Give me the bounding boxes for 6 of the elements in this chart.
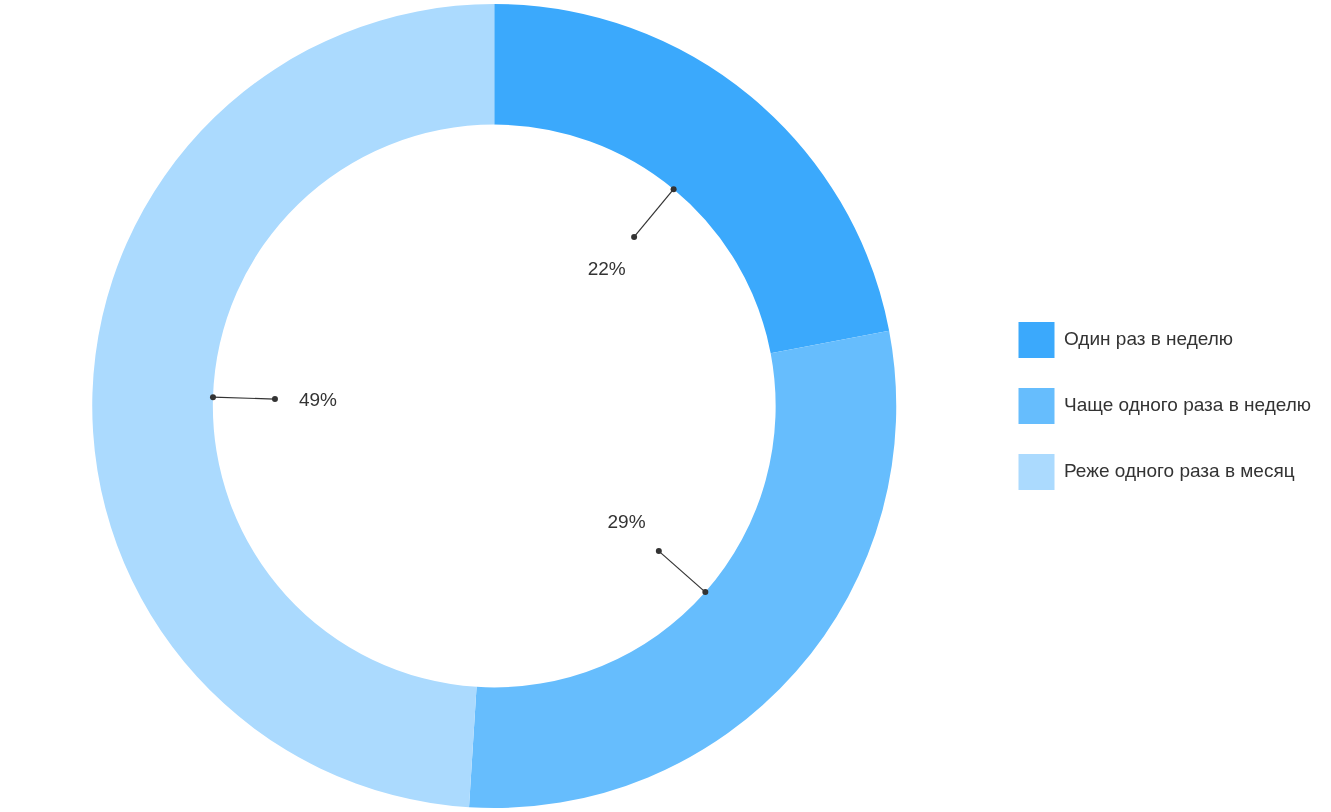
legend-label: Чаще одного раза в неделю [1064,394,1311,416]
data-label: 29% [607,510,646,532]
legend-label: Один раз в неделю [1064,328,1234,350]
legend-label: Реже одного раза в месяц [1064,460,1295,482]
data-label: 49% [298,388,338,410]
data-label: 22% [587,258,626,280]
